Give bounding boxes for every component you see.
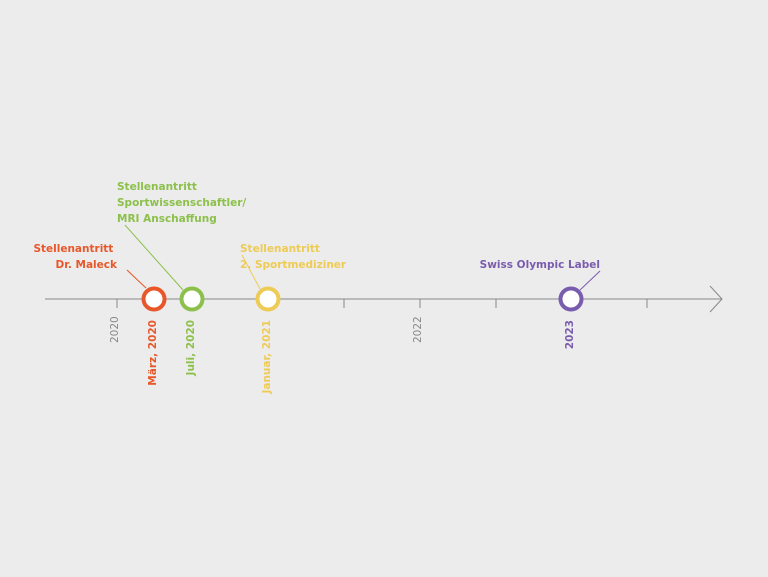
event-label: Swiss Olympic Label xyxy=(480,259,600,271)
leader-line xyxy=(126,269,147,289)
event-label: Stellenantritt 2. Sportmediziner xyxy=(240,243,347,271)
leader-line xyxy=(579,270,601,291)
event-label: Stellenantritt Sportwissenschaftler/ MRI… xyxy=(117,181,250,225)
event-label: Stellenantritt Dr. Maleck xyxy=(33,243,118,271)
event-marker xyxy=(255,286,281,312)
event-date: Januar, 2021 xyxy=(261,320,273,395)
year-label: 2022 xyxy=(412,316,424,343)
event-marker xyxy=(141,286,167,312)
leader-line xyxy=(241,254,261,290)
event-date: Juli, 2020 xyxy=(185,320,197,376)
event-marker xyxy=(558,286,584,312)
axis-arrow xyxy=(709,285,723,313)
event-date: März, 2020 xyxy=(147,320,159,386)
leader-line xyxy=(124,224,184,291)
year-label: 2020 xyxy=(109,316,121,343)
event-marker xyxy=(179,286,205,312)
event-date: 2023 xyxy=(564,320,576,349)
